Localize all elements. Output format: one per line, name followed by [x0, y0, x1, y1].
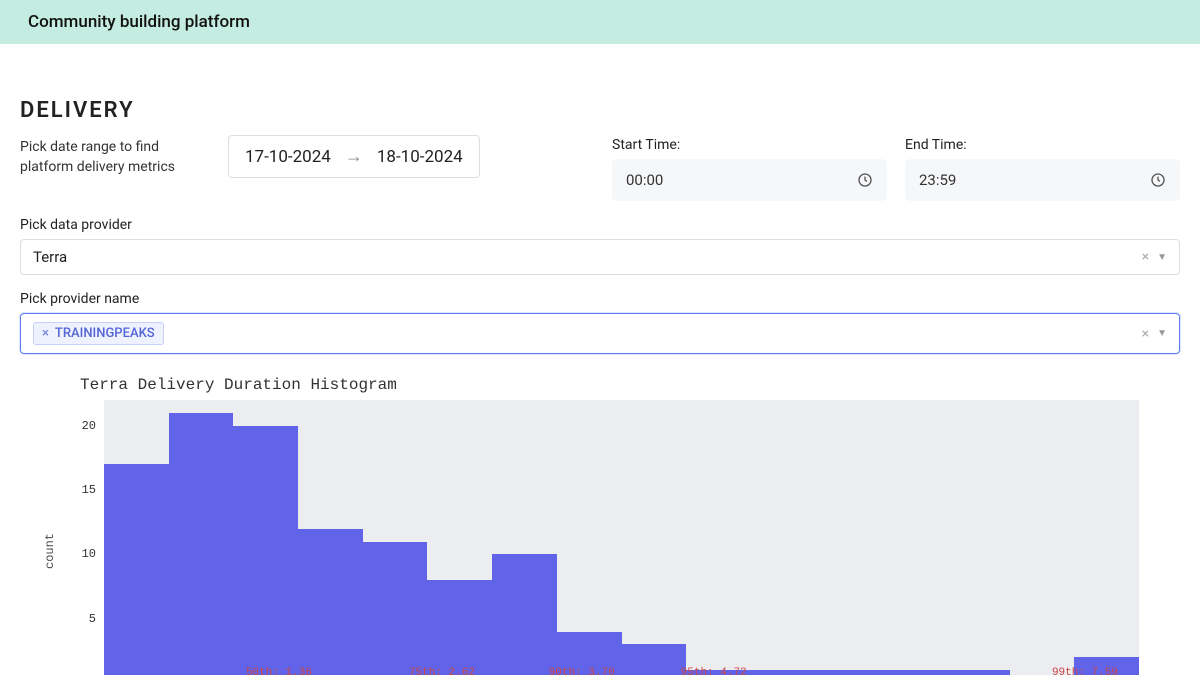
date-range-label: Pick date range to find platform deliver… [20, 137, 210, 178]
end-time-value: 23:59 [919, 171, 956, 189]
histogram-chart: count 05101520 50th: 1.3675th: 2.6290th:… [60, 400, 1160, 675]
clock-icon [857, 172, 873, 188]
chart-plot-area: 50th: 1.36 75th: 2.62 90th: 3.70 95th: 4.72… [104, 400, 1139, 675]
histogram-bar [104, 464, 169, 675]
banner-title: Community building platform [28, 12, 250, 32]
histogram-bar [945, 670, 1010, 675]
histogram-bar [233, 426, 298, 675]
percentile-label: 90th: 3.70 [549, 667, 615, 675]
provider-name-tag[interactable]: × TRAININGPEAKS [33, 322, 164, 345]
top-banner: Community building platform [0, 0, 1200, 44]
start-time-input[interactable]: 00:00 [612, 159, 887, 201]
percentile-label: 99th: 7.59 [1052, 667, 1118, 675]
provider-name-tag-label: TRAININGPEAKS [55, 326, 155, 341]
start-time-group: Start Time: 00:00 [612, 137, 887, 201]
clock-icon [1150, 172, 1166, 188]
histogram-bar [751, 670, 816, 675]
y-tick: 5 [89, 612, 96, 626]
percentile-label: 50th: 1.36 [246, 667, 312, 675]
data-provider-select[interactable]: Terra × ▼ [20, 239, 1180, 275]
histogram-bar [492, 554, 557, 675]
histogram-bar [298, 529, 363, 675]
date-range-picker[interactable]: 17-10-2024 → 18-10-2024 [228, 135, 480, 178]
data-provider-value: Terra [33, 248, 67, 266]
date-start: 17-10-2024 [245, 147, 331, 167]
arrow-icon: → [345, 146, 363, 167]
page-body: DELIVERY Pick date range to find platfor… [0, 44, 1200, 675]
end-time-group: End Time: 23:59 [905, 137, 1180, 201]
provider-name-select[interactable]: × TRAININGPEAKS × ▼ [20, 313, 1180, 354]
page-title: DELIVERY [20, 98, 1180, 123]
y-axis-ticks: 05101520 [70, 400, 100, 675]
histogram-bar [816, 670, 881, 675]
chevron-down-icon[interactable]: ▼ [1157, 252, 1167, 263]
clear-icon[interactable]: × [1142, 326, 1149, 342]
histogram-bar [880, 670, 945, 675]
percentile-label: 75th: 2.62 [409, 667, 475, 675]
y-tick: 15 [82, 483, 96, 497]
histogram-bar [363, 542, 428, 675]
histogram-bar [427, 580, 492, 675]
date-end: 18-10-2024 [377, 147, 463, 167]
tag-remove-icon[interactable]: × [42, 326, 49, 341]
y-axis-label: count [43, 532, 57, 568]
histogram-bar [169, 413, 234, 675]
filter-row: Pick date range to find platform deliver… [20, 137, 1180, 201]
start-time-label: Start Time: [612, 137, 887, 153]
chevron-down-icon[interactable]: ▼ [1157, 328, 1167, 339]
provider-name-label: Pick provider name [20, 291, 1180, 307]
clear-icon[interactable]: × [1142, 249, 1149, 265]
histogram-bar [622, 644, 687, 675]
end-time-input[interactable]: 23:59 [905, 159, 1180, 201]
y-tick: 10 [82, 547, 96, 561]
data-provider-label: Pick data provider [20, 217, 1180, 233]
y-tick: 20 [82, 419, 96, 433]
start-time-value: 00:00 [626, 171, 663, 189]
end-time-label: End Time: [905, 137, 1180, 153]
chart-title: Terra Delivery Duration Histogram [80, 376, 1180, 394]
percentile-label: 95th: 4.72 [681, 667, 747, 675]
